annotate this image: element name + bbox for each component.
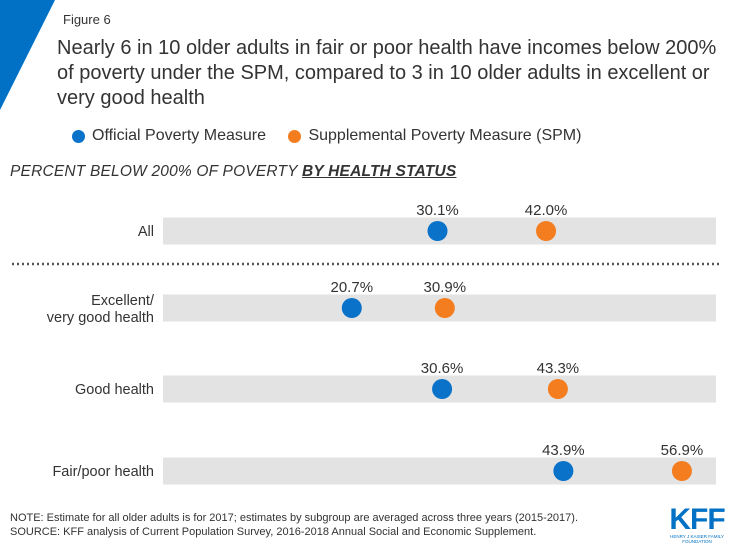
official-dot xyxy=(553,461,574,481)
data-label: 42.0% xyxy=(525,202,568,219)
category-label: Excellent/very good health xyxy=(47,293,155,326)
official-dot xyxy=(427,221,448,241)
data-label: 43.9% xyxy=(542,442,585,459)
official-dot xyxy=(341,298,362,318)
legend-dot-official xyxy=(72,129,85,143)
legend-item-official: Official Poverty Measure xyxy=(72,127,266,145)
spm-dot xyxy=(671,461,692,481)
row-band xyxy=(163,457,716,485)
data-label: 20.7% xyxy=(331,279,374,296)
note-line: NOTE: Estimate for all older adults is f… xyxy=(10,512,579,524)
source-line: SOURCE: KFF analysis of Current Populati… xyxy=(10,526,537,538)
chart-legend: Official Poverty Measure Supplemental Po… xyxy=(72,127,599,149)
category-label: Fair/poor health xyxy=(52,464,154,480)
corner-accent-shape xyxy=(0,0,55,110)
category-label: All xyxy=(138,224,154,240)
legend-dot-spm xyxy=(288,129,302,143)
data-label: 30.9% xyxy=(424,279,467,296)
category-label-line: Excellent/ xyxy=(91,293,155,309)
logo-text: KFF xyxy=(669,503,725,536)
subtitle-prefix: PERCENT BELOW 200% OF POVERTY xyxy=(10,163,302,180)
kff-logo: KFF HENRY J KAISER FAMILY FOUNDATION xyxy=(668,503,726,545)
legend-item-spm: Supplemental Poverty Measure (SPM) xyxy=(288,127,581,145)
chart-title: Nearly 6 in 10 older adults in fair or p… xyxy=(57,37,717,109)
data-label: 43.3% xyxy=(537,360,580,377)
chart-note: NOTE: Estimate for all older adults is f… xyxy=(10,511,578,539)
logo-subtext: HENRY J KAISER FAMILY FOUNDATION xyxy=(670,534,724,544)
category-label-line: All xyxy=(138,224,154,240)
subtitle-emphasis: BY HEALTH STATUS xyxy=(301,163,457,180)
category-label-line: Fair/poor health xyxy=(52,464,154,480)
legend-label-official: Official Poverty Measure xyxy=(92,127,266,144)
spm-dot xyxy=(434,298,455,318)
official-dot xyxy=(432,379,453,399)
spm-dot xyxy=(536,221,557,241)
data-label: 56.9% xyxy=(661,442,704,459)
category-label: Good health xyxy=(75,382,154,398)
data-label: 30.6% xyxy=(421,360,464,377)
dot-chart: All 30.1% 42.0% Excellent/very good health 2… xyxy=(12,202,722,485)
legend-label-spm: Supplemental Poverty Measure (SPM) xyxy=(308,127,582,144)
category-label-line: very good health xyxy=(47,310,154,326)
chart-subtitle: PERCENT BELOW 200% OF POVERTY BY HEALTH … xyxy=(10,163,456,181)
data-label: 30.1% xyxy=(416,202,459,219)
figure-label: Figure 6 xyxy=(63,12,111,27)
spm-dot xyxy=(547,379,568,399)
category-label-line: Good health xyxy=(75,382,154,398)
